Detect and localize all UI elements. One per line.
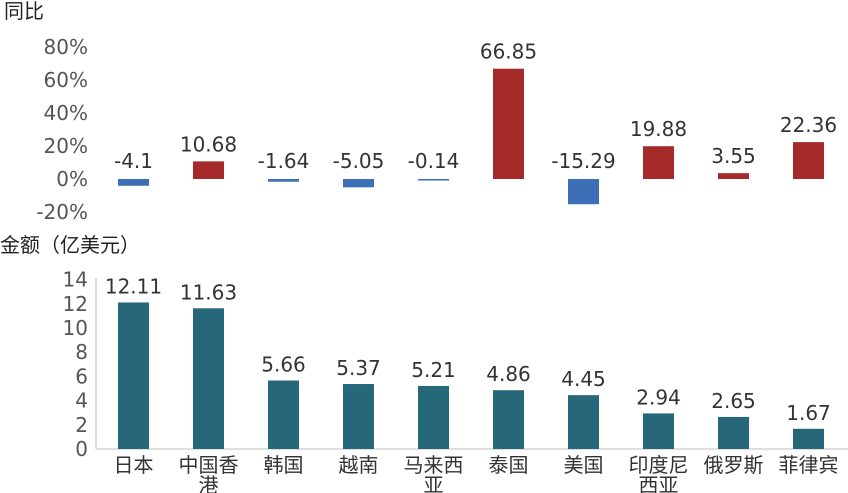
amount-value-label: 4.45 — [561, 367, 606, 391]
yoy-value-label: 22.36 — [780, 113, 837, 137]
amount-tick-label: 2 — [75, 413, 88, 437]
yoy-axis-ticks: 80% 60% 40% 20% 0% -20% — [36, 35, 88, 224]
amount-value-labels: 12.11 11.63 5.66 5.37 5.21 4.86 4.45 2.94 2.65 1.… — [105, 274, 831, 424]
amount-bars — [118, 302, 824, 449]
yoy-axis-title: 同比 — [4, 0, 44, 23]
amount-bar — [493, 390, 524, 449]
category-label: 越南 — [339, 453, 379, 477]
yoy-value-label: -0.14 — [408, 149, 460, 173]
amount-axis-title: 金额（亿美元） — [0, 233, 140, 257]
amount-bar — [793, 428, 824, 449]
amount-bar — [193, 308, 224, 449]
yoy-value-label: 66.85 — [480, 40, 537, 64]
yoy-value-label: -4.1 — [114, 149, 153, 173]
amount-tick-label: 6 — [75, 364, 88, 388]
category-label: 日本 — [114, 453, 154, 477]
yoy-bar — [268, 179, 299, 182]
yoy-tick-label: 80% — [44, 35, 88, 59]
amount-value-label: 5.21 — [411, 358, 456, 382]
amount-tick-label: 12 — [63, 292, 88, 316]
yoy-value-label: -5.05 — [333, 149, 385, 173]
amount-value-label: 12.11 — [105, 274, 162, 298]
yoy-value-label: 3.55 — [711, 144, 756, 168]
amount-value-label: 1.67 — [786, 401, 831, 425]
yoy-bar — [418, 179, 449, 181]
amount-tick-label: 14 — [63, 268, 88, 292]
amount-value-label: 11.63 — [180, 280, 237, 304]
category-label: 美国 — [564, 453, 604, 477]
yoy-tick-label: -20% — [36, 200, 88, 224]
category-label: 印度尼西亚 — [629, 453, 689, 493]
category-label: 韩国 — [264, 453, 304, 477]
amount-tick-label: 0 — [75, 437, 88, 461]
yoy-value-label: -15.29 — [551, 149, 615, 173]
yoy-bar — [343, 179, 374, 188]
yoy-bar — [193, 161, 224, 179]
yoy-bar — [718, 173, 749, 179]
amount-tick-label: 8 — [75, 340, 88, 364]
amount-value-label: 2.94 — [636, 385, 681, 409]
category-label: 菲律宾 — [779, 453, 839, 477]
yoy-value-label: 10.68 — [180, 132, 237, 156]
amount-bar — [418, 385, 449, 449]
amount-value-label: 5.66 — [261, 353, 306, 377]
amount-bar — [718, 416, 749, 449]
amount-tick-label: 10 — [63, 316, 88, 340]
amount-bar — [268, 380, 299, 449]
yoy-tick-label: 20% — [44, 134, 88, 158]
yoy-bar — [493, 68, 524, 179]
yoy-bar — [118, 179, 149, 186]
amount-value-label: 2.65 — [711, 389, 756, 413]
category-label: 俄罗斯 — [704, 453, 764, 477]
amount-value-label: 4.86 — [486, 362, 531, 386]
yoy-bar — [793, 142, 824, 179]
yoy-value-labels: -4.1 10.68 -1.64 -5.05 -0.14 66.85 -15.29 19.88… — [114, 40, 837, 173]
amount-tick-label: 4 — [75, 389, 88, 413]
yoy-bar — [568, 179, 599, 205]
yoy-tick-label: 40% — [44, 101, 88, 125]
amount-bar — [343, 384, 374, 449]
yoy-value-label: -1.64 — [258, 149, 310, 173]
yoy-value-label: 19.88 — [630, 117, 687, 141]
category-label: 泰国 — [489, 453, 529, 477]
yoy-tick-label: 60% — [44, 68, 88, 92]
amount-bar — [568, 395, 599, 449]
amount-bar — [118, 302, 149, 449]
category-label: 马来西亚 — [404, 453, 464, 493]
yoy-tick-label: 0% — [56, 167, 88, 191]
amount-value-label: 5.37 — [336, 356, 381, 380]
yoy-bar — [643, 146, 674, 179]
category-label: 中国香港 — [179, 453, 239, 493]
yoy-bars — [118, 68, 824, 205]
amount-bar — [643, 413, 674, 449]
